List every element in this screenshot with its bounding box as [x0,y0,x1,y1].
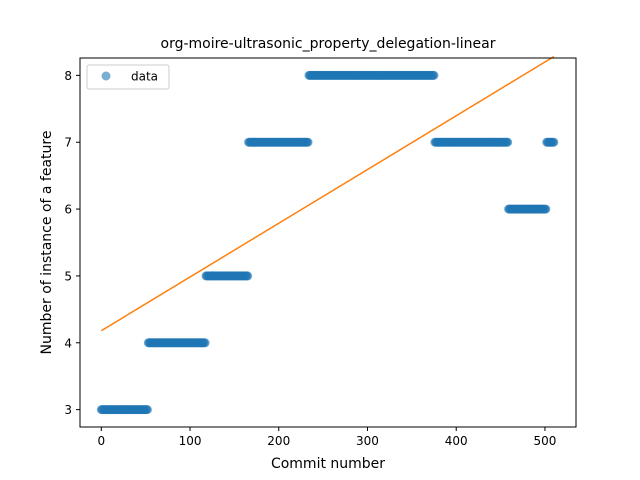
x-tick-label: 0 [97,434,105,448]
x-tick-label: 500 [533,434,556,448]
legend: data [86,64,170,90]
x-axis-label: Commit number [271,456,385,472]
y-tick-label: 3 [64,403,72,417]
x-tick-label: 100 [179,434,202,448]
fit-line [100,56,555,332]
y-axis-ticks: 3 4 5 6 7 8 [64,69,80,417]
x-tick-label: 300 [356,434,379,448]
y-tick-label: 8 [64,69,72,83]
y-axis-label: Number of instance of a feature [39,131,55,355]
plot-frame [79,57,577,428]
x-tick-label: 400 [445,434,468,448]
fit-line-layer [100,56,555,332]
scatter-points [96,70,559,415]
data-point [541,204,551,214]
y-tick-label: 4 [64,336,72,350]
y-tick-label: 6 [64,203,72,217]
chart-title: org-moire-ultrasonic_property_delegation… [161,36,496,52]
data-point [243,271,253,281]
legend-box [86,64,170,90]
x-tick-label: 200 [267,434,290,448]
y-tick-label: 7 [64,136,72,150]
legend-label-data: data [131,70,158,84]
data-point [142,405,152,415]
data-point [429,70,439,80]
x-axis-ticks: 0 100 200 300 400 500 [97,427,556,448]
legend-marker [101,71,111,81]
y-tick-label: 5 [64,269,72,283]
data-point [303,137,313,147]
data-point [503,137,513,147]
data-point [200,338,210,348]
data-point [549,137,559,147]
